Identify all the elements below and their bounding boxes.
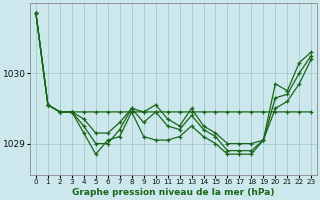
X-axis label: Graphe pression niveau de la mer (hPa): Graphe pression niveau de la mer (hPa) bbox=[72, 188, 275, 197]
